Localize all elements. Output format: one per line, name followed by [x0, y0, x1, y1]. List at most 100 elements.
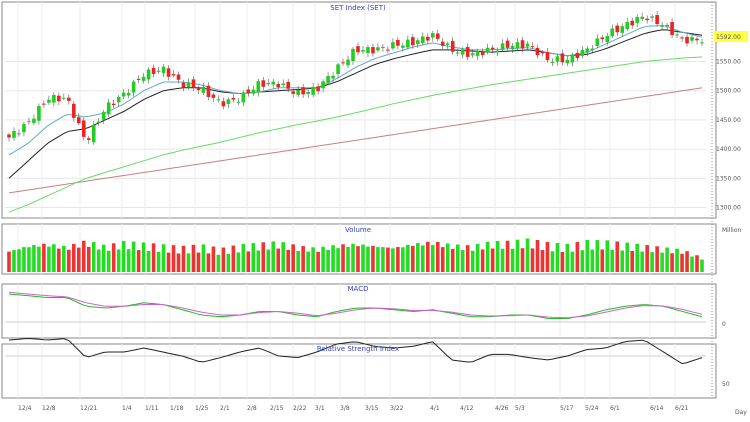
x-tick-label: 6/21	[675, 405, 689, 412]
volume-bar	[580, 250, 585, 272]
volume-bar	[396, 247, 400, 272]
volume-bar	[346, 246, 350, 272]
candle-body	[216, 99, 221, 101]
candle-body	[450, 40, 455, 52]
volume-bar	[500, 248, 505, 272]
candle-body	[146, 69, 151, 80]
candle-body	[600, 37, 605, 40]
volume-bar	[32, 245, 36, 272]
volume-bar	[151, 243, 156, 272]
candle-body	[286, 81, 290, 89]
volume-bar	[665, 247, 669, 272]
candle-body	[425, 36, 430, 41]
candle-body	[171, 74, 176, 76]
volume-bar	[181, 245, 186, 272]
x-tick-label: 12/8	[42, 405, 56, 412]
volume-bar	[361, 244, 365, 272]
candle-body	[156, 70, 161, 72]
volume-bar	[216, 254, 221, 272]
x-tick-label: 2/1	[220, 405, 230, 412]
y-tick-label: 1300.00	[716, 204, 741, 211]
volume-bar	[141, 242, 146, 272]
volume-bar	[655, 246, 659, 272]
volume-bar	[311, 247, 315, 272]
volume-bar	[555, 243, 560, 272]
macd-signal-line	[8, 291, 703, 319]
x-tick-label: 4/1	[430, 405, 440, 412]
volume-bar	[12, 250, 16, 272]
candle-body	[700, 42, 704, 44]
candle-body	[635, 16, 639, 23]
candle-body	[416, 40, 420, 45]
candle-body	[695, 38, 699, 41]
volume-bar	[670, 253, 674, 272]
candle-body	[645, 18, 649, 21]
candle-body	[191, 79, 196, 88]
volume-bar	[326, 249, 330, 272]
candle-body	[615, 25, 620, 33]
candle-body	[12, 131, 16, 138]
candle-body	[42, 103, 46, 105]
x-tick-label: 1/25	[195, 405, 209, 412]
candle-body	[565, 59, 570, 64]
volume-bar	[371, 245, 375, 272]
candle-body	[52, 94, 56, 103]
volume-bar	[421, 245, 425, 272]
volume-bar	[351, 243, 355, 272]
candle-body	[665, 24, 669, 27]
candle-body	[401, 45, 405, 48]
candle-body	[331, 75, 335, 79]
candle-body	[630, 20, 635, 26]
y-tick-label: 1350.00	[716, 175, 741, 182]
volume-bar	[401, 247, 405, 272]
candle-body	[81, 120, 86, 137]
volume-bar	[336, 248, 340, 272]
candle-body	[321, 81, 325, 89]
candle-body	[366, 47, 370, 53]
volume-bar	[221, 247, 226, 272]
volume-bar	[450, 248, 455, 272]
candle-body	[96, 121, 101, 124]
candle-body	[76, 117, 81, 124]
candle-body	[455, 52, 460, 54]
candle-body	[91, 125, 96, 143]
volume-bar	[690, 256, 694, 272]
volume-bar	[485, 241, 490, 272]
candle-body	[690, 37, 694, 41]
volume-bar	[635, 243, 639, 272]
ma-long-line	[8, 56, 703, 213]
candle-body	[391, 42, 395, 49]
volume-bar	[675, 248, 679, 272]
candle-body	[22, 124, 26, 133]
volume-bar	[475, 243, 480, 272]
volume-bar	[86, 246, 91, 272]
candle-body	[106, 102, 111, 115]
candle-body	[111, 103, 116, 106]
volume-bar	[560, 252, 565, 272]
x-tick-label: 6/14	[650, 405, 664, 412]
volume-bar	[381, 247, 385, 272]
candle-body	[480, 51, 485, 56]
volume-bar	[570, 251, 575, 272]
candle-body	[445, 43, 450, 45]
x-tick-label: 3/22	[390, 405, 404, 412]
candle-body	[495, 50, 500, 53]
volume-bar	[57, 248, 61, 272]
volume-bar	[680, 253, 684, 272]
candle-body	[505, 40, 510, 48]
x-tick-label: 2/8	[247, 405, 257, 412]
candle-body	[356, 46, 360, 53]
candle-body	[316, 86, 320, 92]
x-tick-label: 4/12	[460, 405, 474, 412]
volume-bar	[605, 240, 610, 272]
candle-body	[136, 78, 141, 80]
y-tick-label: 1500.00	[716, 88, 741, 95]
volume-bar	[251, 243, 256, 272]
volume-bar	[590, 249, 595, 272]
candle-body	[470, 53, 475, 56]
candle-body	[201, 86, 206, 93]
candle-body	[381, 46, 385, 49]
volume-bar	[236, 252, 241, 272]
volume-bar	[416, 243, 420, 272]
macd-panel-title: MACD	[348, 285, 369, 293]
